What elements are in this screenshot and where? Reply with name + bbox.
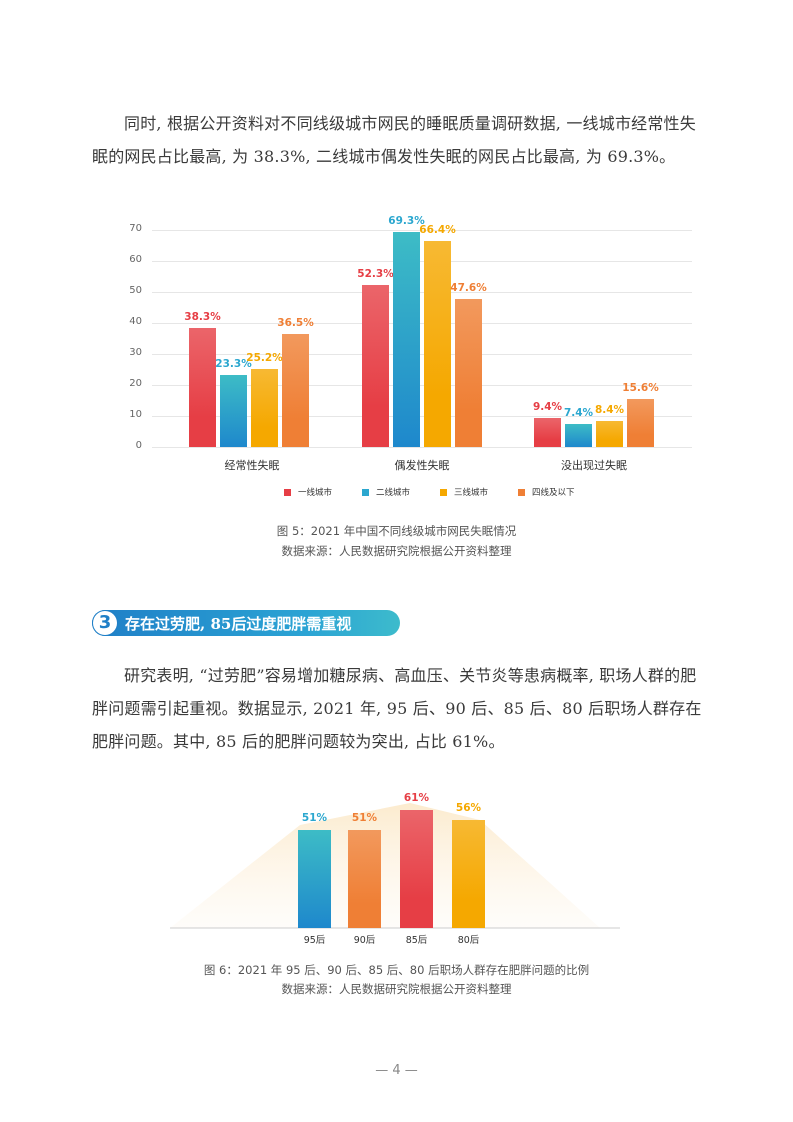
bar-二线城市-经常性失眠 [220, 374, 247, 447]
gridline [152, 416, 692, 417]
gridline [152, 261, 692, 262]
bar-一线城市-没出现过失眠 [534, 417, 561, 447]
legend-label: 四线及以下 [532, 488, 575, 498]
bar-value-label: 47.6% [450, 282, 487, 295]
category-label: 85后 [405, 935, 428, 946]
legend-label: 一线城市 [298, 488, 333, 498]
legend-swatch [440, 488, 448, 496]
obesity-bar-chart: 51% 95后 51% 90后 61% 85后 56% 80后 [170, 785, 630, 946]
chart-legend: 一线城市 二线城市 三线城市 四线及以下 [284, 486, 575, 498]
y-tick-label: 20 [129, 378, 142, 389]
legend-item: 三线城市 [440, 486, 488, 498]
bar-85后 [400, 810, 433, 928]
y-tick-label: 30 [129, 347, 142, 358]
background-glow-shape [170, 803, 620, 929]
legend-item: 一线城市 [284, 486, 332, 498]
gridline [152, 230, 692, 231]
paragraph-obesity: 研究表明, “过劳肥”容易增加糖尿病、高血压、关节炎等患病概率, 职场人群的肥胖… [92, 666, 702, 751]
gridline [152, 447, 692, 448]
page-number: — 4 — [375, 1063, 418, 1078]
category-label: 80后 [457, 935, 480, 946]
bar-四线及以下-经常性失眠 [282, 333, 309, 447]
bar-value-label: 7.4% [563, 407, 594, 420]
bar-四线及以下-偶发性失眠 [455, 299, 482, 447]
bar-value-label: 9.4% [532, 400, 563, 413]
bar-value-label: 23.3% [215, 357, 252, 370]
bar-value-label: 25.2% [246, 351, 283, 364]
section-number-badge: 3 [93, 611, 117, 635]
y-tick-label: 60 [129, 254, 142, 265]
bar-二线城市-偶发性失眠 [393, 232, 420, 447]
figure5-source: 数据来源：人民数据研究院根据公开资料整理 [281, 544, 512, 558]
legend-swatch [284, 488, 291, 496]
legend-item: 四线及以下 [518, 486, 575, 498]
bar-三线城市-没出现过失眠 [596, 420, 623, 447]
bar-二线城市-没出现过失眠 [565, 424, 592, 447]
category-label: 经常性失眠 [224, 459, 280, 472]
bar-value-label: 15.6% [622, 381, 659, 394]
bar-一线城市-经常性失眠 [189, 328, 216, 447]
category-label: 没出现过失眠 [561, 459, 627, 472]
gridline [152, 323, 692, 324]
gridline [152, 354, 692, 355]
category-label: 90后 [353, 935, 376, 946]
bar-95后 [298, 829, 331, 928]
bar-value-label: 69.3% [388, 215, 425, 228]
y-tick-label: 10 [129, 409, 142, 420]
category-label: 偶发性失眠 [394, 459, 450, 472]
bar-value-label: 51% [301, 811, 328, 824]
category-label: 95后 [303, 935, 326, 946]
bar-value-label: 56% [455, 801, 482, 814]
section-heading: 3 存在过劳肥, 85后过度肥胖需重视 [92, 610, 400, 636]
gridline [152, 292, 692, 293]
legend-swatch [362, 488, 370, 496]
y-tick-label: 70 [129, 223, 142, 234]
legend-label: 二线城市 [376, 488, 411, 498]
bar-80后 [452, 819, 485, 928]
bar-90后 [348, 829, 381, 928]
legend-swatch [518, 488, 526, 496]
bar-value-label: 51% [351, 811, 378, 824]
bar-value-label: 66.4% [419, 224, 456, 237]
y-tick-label: 50 [129, 285, 142, 296]
bar-一线城市-偶发性失眠 [362, 284, 389, 447]
legend-label: 三线城市 [454, 488, 489, 498]
bar-四线及以下-没出现过失眠 [627, 398, 654, 447]
figure6-source: 数据来源：人民数据研究院根据公开资料整理 [281, 982, 512, 996]
bar-value-label: 61% [403, 792, 430, 805]
legend-item: 二线城市 [362, 486, 410, 498]
y-tick-label: 40 [129, 316, 142, 327]
y-tick-label: 0 [135, 440, 142, 451]
section-title: 存在过劳肥, 85后过度肥胖需重视 [125, 615, 352, 633]
bar-三线城市-偶发性失眠 [424, 241, 451, 447]
figure5-caption: 图 5：2021 年中国不同线级城市网民失眠情况 [276, 524, 517, 538]
gridline [152, 385, 692, 386]
paragraph-insomnia: 同时, 根据公开资料对不同线级城市网民的睡眠质量调研数据, 一线城市经常性失眠的… [92, 114, 696, 166]
bar-value-label: 36.5% [277, 316, 314, 329]
bar-value-label: 52.3% [357, 267, 394, 280]
bar-value-label: 38.3% [184, 311, 221, 324]
insomnia-bar-chart: 0 10 20 30 40 50 60 70 38.3% 23.3% 25.2% 36.5% 经常性失眠… [112, 215, 692, 515]
bar-三线城市-经常性失眠 [251, 368, 278, 447]
figure6-caption: 图 6：2021 年 95 后、90 后、85 后、80 后职场人群存在肥胖问题… [203, 963, 590, 977]
bar-value-label: 8.4% [594, 403, 625, 416]
